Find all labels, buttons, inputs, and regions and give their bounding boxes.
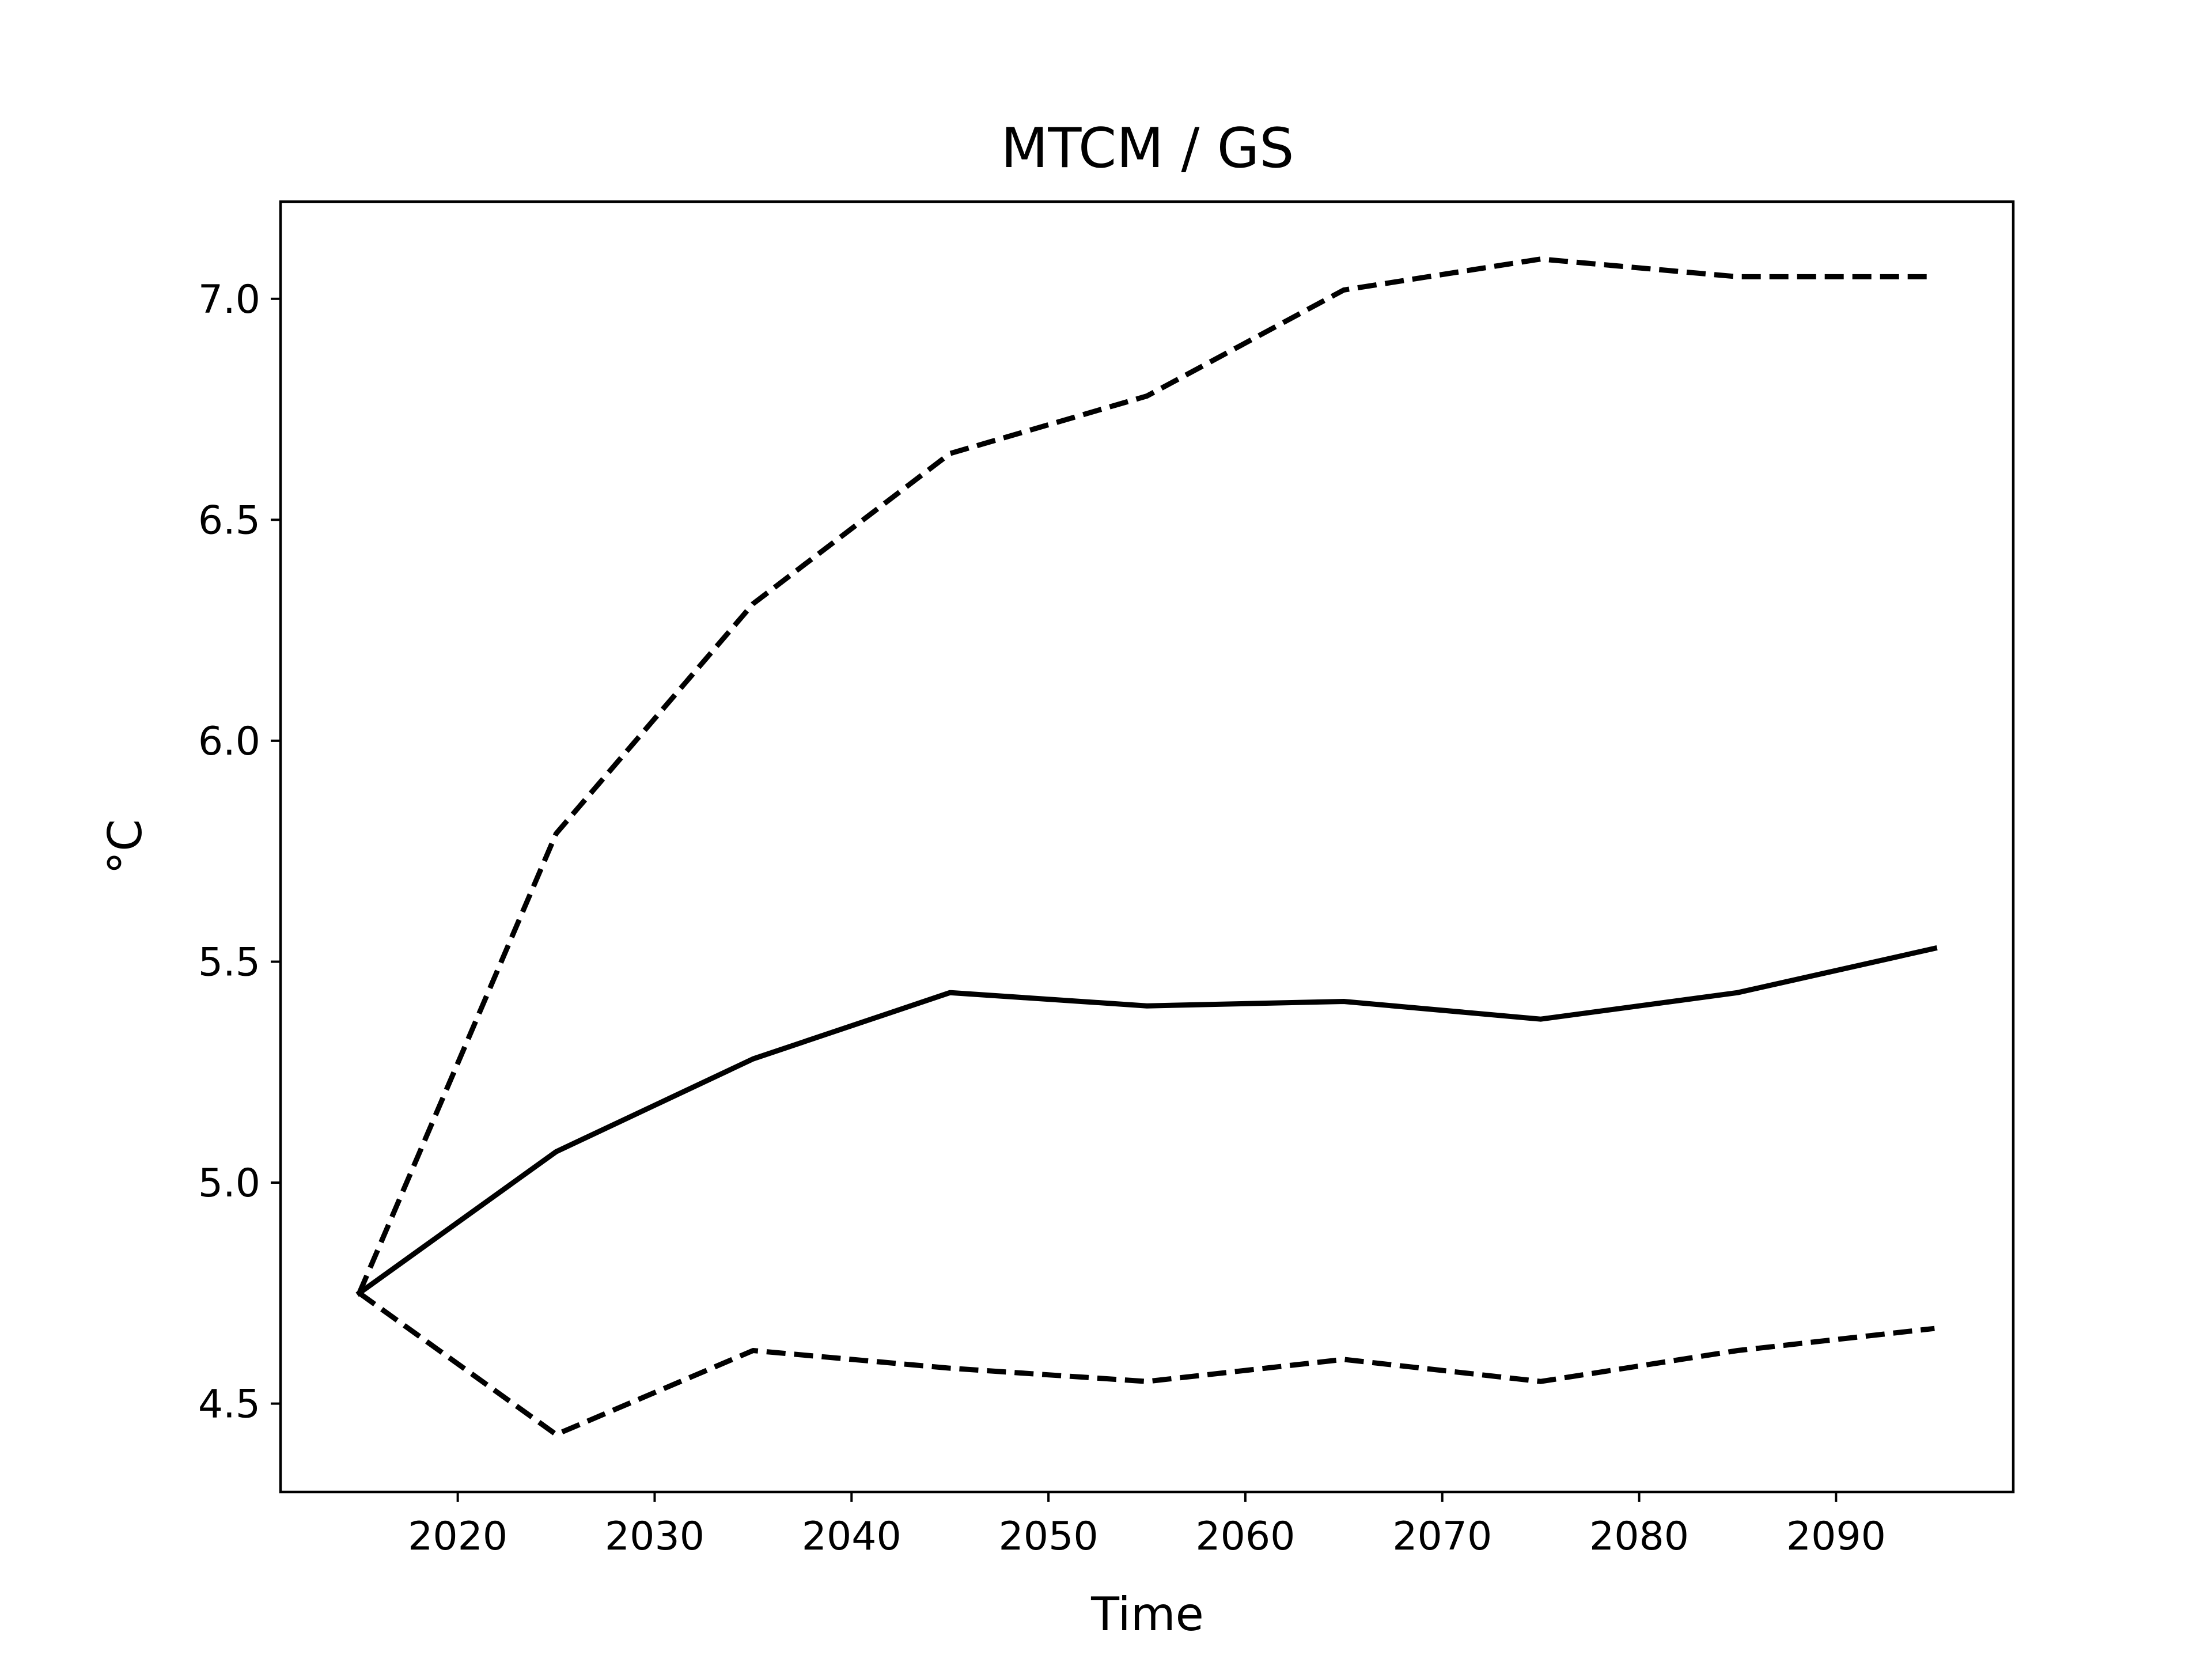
x-tick-label: 2070 — [1392, 1514, 1492, 1559]
y-tick-label: 5.5 — [198, 940, 260, 985]
x-axis: 2020 2030 2040 2050 2060 2070 2080 2090 — [408, 1492, 1886, 1559]
x-axis-label: Time — [1090, 1588, 1204, 1641]
y-tick-label: 4.5 — [198, 1382, 260, 1427]
y-tick-label: 6.0 — [198, 719, 260, 764]
x-tick-label: 2060 — [1195, 1514, 1295, 1559]
chart-title: MTCM / GS — [1001, 117, 1294, 180]
y-tick-label: 5.0 — [198, 1161, 260, 1206]
series-layer — [355, 256, 1938, 1437]
x-tick-label: 2090 — [1786, 1514, 1886, 1559]
x-tick-label: 2050 — [999, 1514, 1099, 1559]
x-tick-label: 2040 — [802, 1514, 902, 1559]
series-line-mean — [355, 945, 1938, 1297]
y-tick-label: 7.0 — [198, 277, 260, 323]
y-axis-label: °C — [99, 819, 152, 874]
x-tick-label: 2030 — [605, 1514, 704, 1559]
y-tick-label: 6.5 — [198, 498, 260, 543]
x-tick-label: 2020 — [408, 1514, 507, 1559]
y-axis: 4.5 5.0 5.5 6.0 6.5 7.0 — [198, 277, 281, 1427]
series-line-lower — [358, 1291, 1935, 1437]
series-line-upper — [357, 256, 1935, 1294]
plot-frame — [279, 200, 2015, 1494]
x-tick-label: 2080 — [1589, 1514, 1689, 1559]
